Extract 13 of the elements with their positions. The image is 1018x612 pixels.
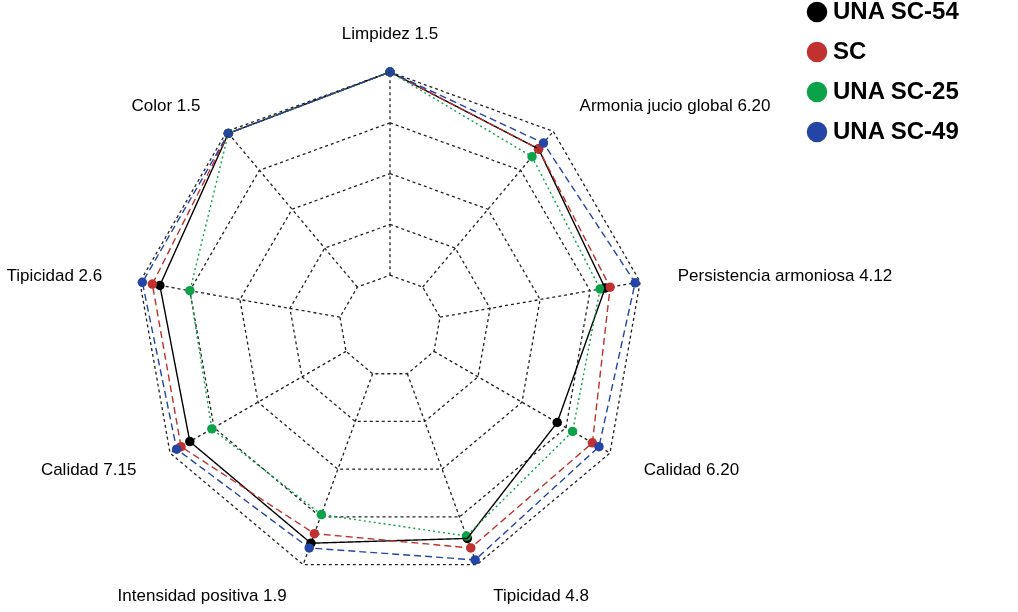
spoke-label: Calidad 6.20 xyxy=(643,459,740,479)
legend-label: SC xyxy=(833,37,867,64)
spoke-label: Persistencia armoniosa 4.12 xyxy=(677,266,893,286)
spoke-label: Calidad 7.15 xyxy=(40,459,137,479)
legend-label: UNA SC-49 xyxy=(833,117,959,144)
spoke-label: Limpidez 1.5 xyxy=(341,23,439,43)
legend-label: UNA SC-25 xyxy=(833,77,959,104)
legend-label: UNA SC-54 xyxy=(833,0,960,24)
spoke-label: Color 1.5 xyxy=(131,96,201,116)
spoke-label: Intensidad positiva 1.9 xyxy=(117,585,287,605)
spoke-label: Tipicidad 2.6 xyxy=(6,266,103,286)
spoke-label: Armonia jucio global 6.20 xyxy=(579,96,771,116)
spoke-label: Tipicidad 4.8 xyxy=(493,585,590,605)
